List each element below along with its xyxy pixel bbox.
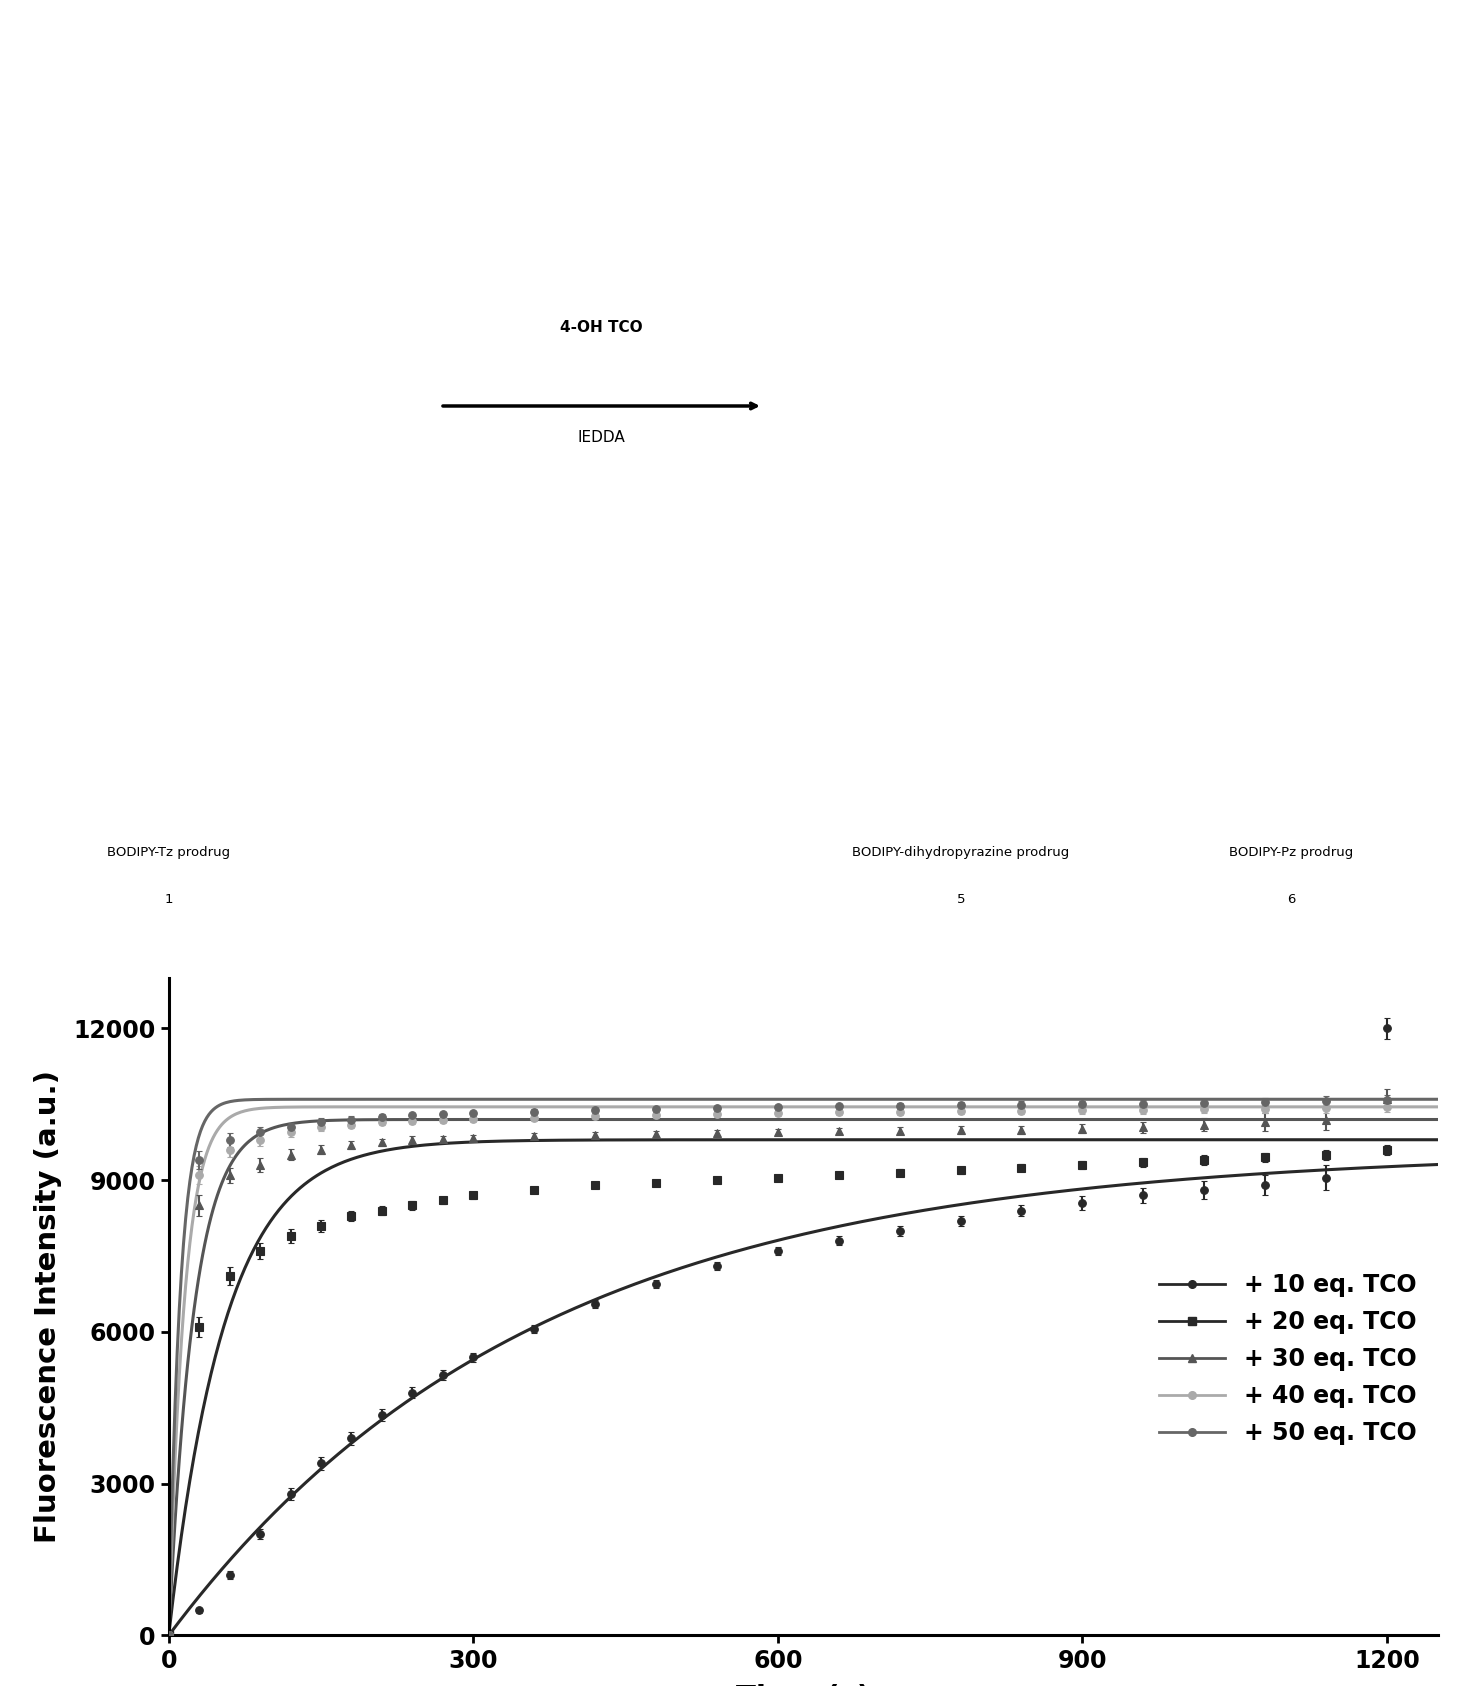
Text: BODIPY-dihydropyrazine prodrug: BODIPY-dihydropyrazine prodrug <box>852 846 1069 860</box>
Text: 4-OH TCO: 4-OH TCO <box>560 320 643 336</box>
Text: IEDDA: IEDDA <box>578 430 625 445</box>
Y-axis label: Fluorescence Intensity (a.u.): Fluorescence Intensity (a.u.) <box>34 1071 62 1543</box>
Text: 1: 1 <box>164 894 173 907</box>
Legend: + 10 eq. TCO, + 20 eq. TCO, + 30 eq. TCO, + 40 eq. TCO, + 50 eq. TCO: + 10 eq. TCO, + 20 eq. TCO, + 30 eq. TCO… <box>1149 1264 1426 1455</box>
Text: 5: 5 <box>956 894 965 907</box>
Text: BODIPY-Tz prodrug: BODIPY-Tz prodrug <box>107 846 230 860</box>
Text: 6: 6 <box>1287 894 1295 907</box>
X-axis label: Time (s): Time (s) <box>736 1684 870 1686</box>
Text: BODIPY-Pz prodrug: BODIPY-Pz prodrug <box>1229 846 1353 860</box>
